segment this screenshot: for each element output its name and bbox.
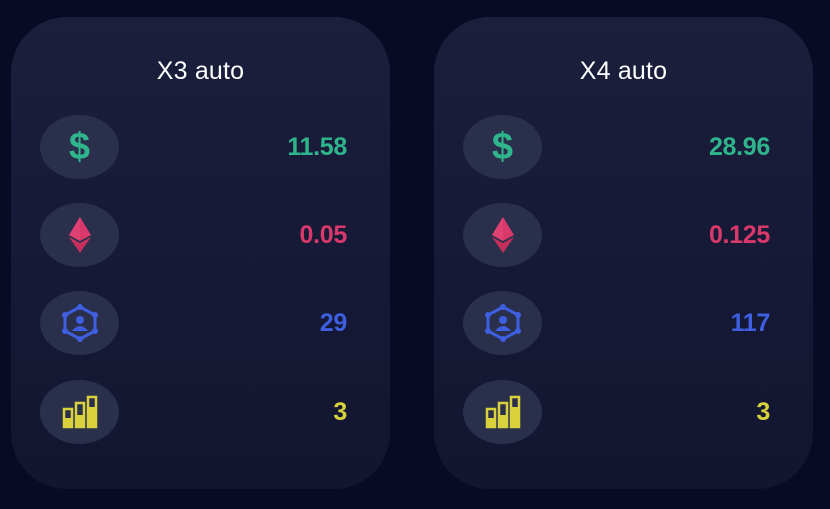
usd-value: 28.96 bbox=[708, 133, 770, 161]
level-value: 3 bbox=[333, 398, 347, 426]
partners-row: 29 bbox=[40, 291, 347, 355]
program-card-x4[interactable]: X4 auto $ 28.96 0.125 bbox=[434, 17, 813, 489]
level-bars-icon bbox=[463, 380, 542, 444]
partners-network-icon bbox=[463, 291, 542, 355]
dollar-icon: $ bbox=[463, 115, 542, 179]
level-value: 3 bbox=[756, 398, 770, 426]
eth-row: 0.05 bbox=[40, 203, 347, 267]
usd-value: 11.58 bbox=[287, 133, 347, 161]
partners-value: 117 bbox=[730, 309, 771, 337]
level-bars-icon bbox=[40, 380, 119, 444]
eth-value: 0.05 bbox=[299, 221, 348, 249]
card-title: X4 auto bbox=[579, 57, 668, 85]
ethereum-icon bbox=[40, 203, 119, 267]
partners-network-icon bbox=[40, 291, 119, 355]
level-row: 3 bbox=[463, 380, 770, 444]
eth-value: 0.125 bbox=[708, 221, 770, 249]
eth-row: 0.125 bbox=[463, 203, 770, 267]
ethereum-icon bbox=[463, 203, 542, 267]
dollar-icon: $ bbox=[40, 115, 119, 179]
usd-row: $ 28.96 bbox=[463, 115, 770, 179]
partners-value: 29 bbox=[319, 309, 348, 337]
program-card-x3[interactable]: X3 auto $ 11.58 0.05 bbox=[11, 17, 390, 489]
card-title: X3 auto bbox=[156, 57, 245, 85]
usd-row: $ 11.58 bbox=[40, 115, 347, 179]
level-row: 3 bbox=[40, 380, 347, 444]
partners-row: 117 bbox=[463, 291, 770, 355]
